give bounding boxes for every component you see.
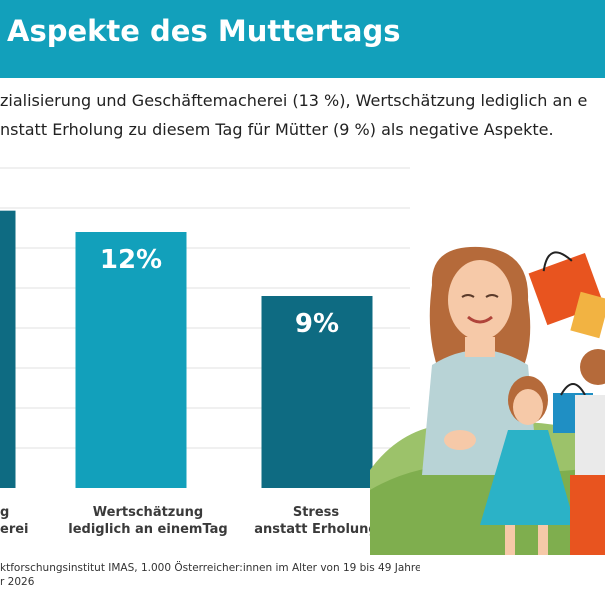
category-label-0: g erei <box>0 504 46 538</box>
category-label-line-2: anstatt Erholung <box>254 522 378 537</box>
bar-2 <box>261 296 373 488</box>
bar-0 <box>0 210 16 488</box>
source-line-2: r 2026 <box>0 576 35 588</box>
mother-with-children-shopping-bags-illustration <box>370 246 605 555</box>
source-line-1: ktforschungsinstitut IMAS, 1.000 Österre… <box>0 562 420 574</box>
category-label-line-2: erei <box>0 522 29 537</box>
bar-1 <box>75 232 187 488</box>
header-banner: Aspekte des Muttertags <box>0 0 605 78</box>
bar-chart: 12% 9% <box>0 167 410 488</box>
category-label-2: Stress anstatt Erholung <box>216 504 416 538</box>
subtitle-line-1: zialisierung und Geschäftemacherei (13 %… <box>0 91 588 110</box>
category-label-line-1: Stress <box>292 505 340 520</box>
source-note: ktforschungsinstitut IMAS, 1.000 Österre… <box>0 561 420 589</box>
subtitle: zialisierung und Geschäftemacherei (13 %… <box>0 86 605 144</box>
category-label-line-1: Wertschätzung <box>92 505 204 520</box>
subtitle-line-2: nstatt Erholung zu diesem Tag für Mütter… <box>0 120 554 139</box>
category-label-1: Wertschätzung lediglich an einemTag <box>48 504 248 538</box>
category-label-line-2: lediglich an einemTag <box>68 522 228 537</box>
bar-value-label-2: 9% <box>295 309 339 339</box>
page-title: Aspekte des Muttertags <box>7 14 401 48</box>
category-label-line-1: g <box>0 505 10 520</box>
bar-value-label-1: 12% <box>100 245 162 275</box>
